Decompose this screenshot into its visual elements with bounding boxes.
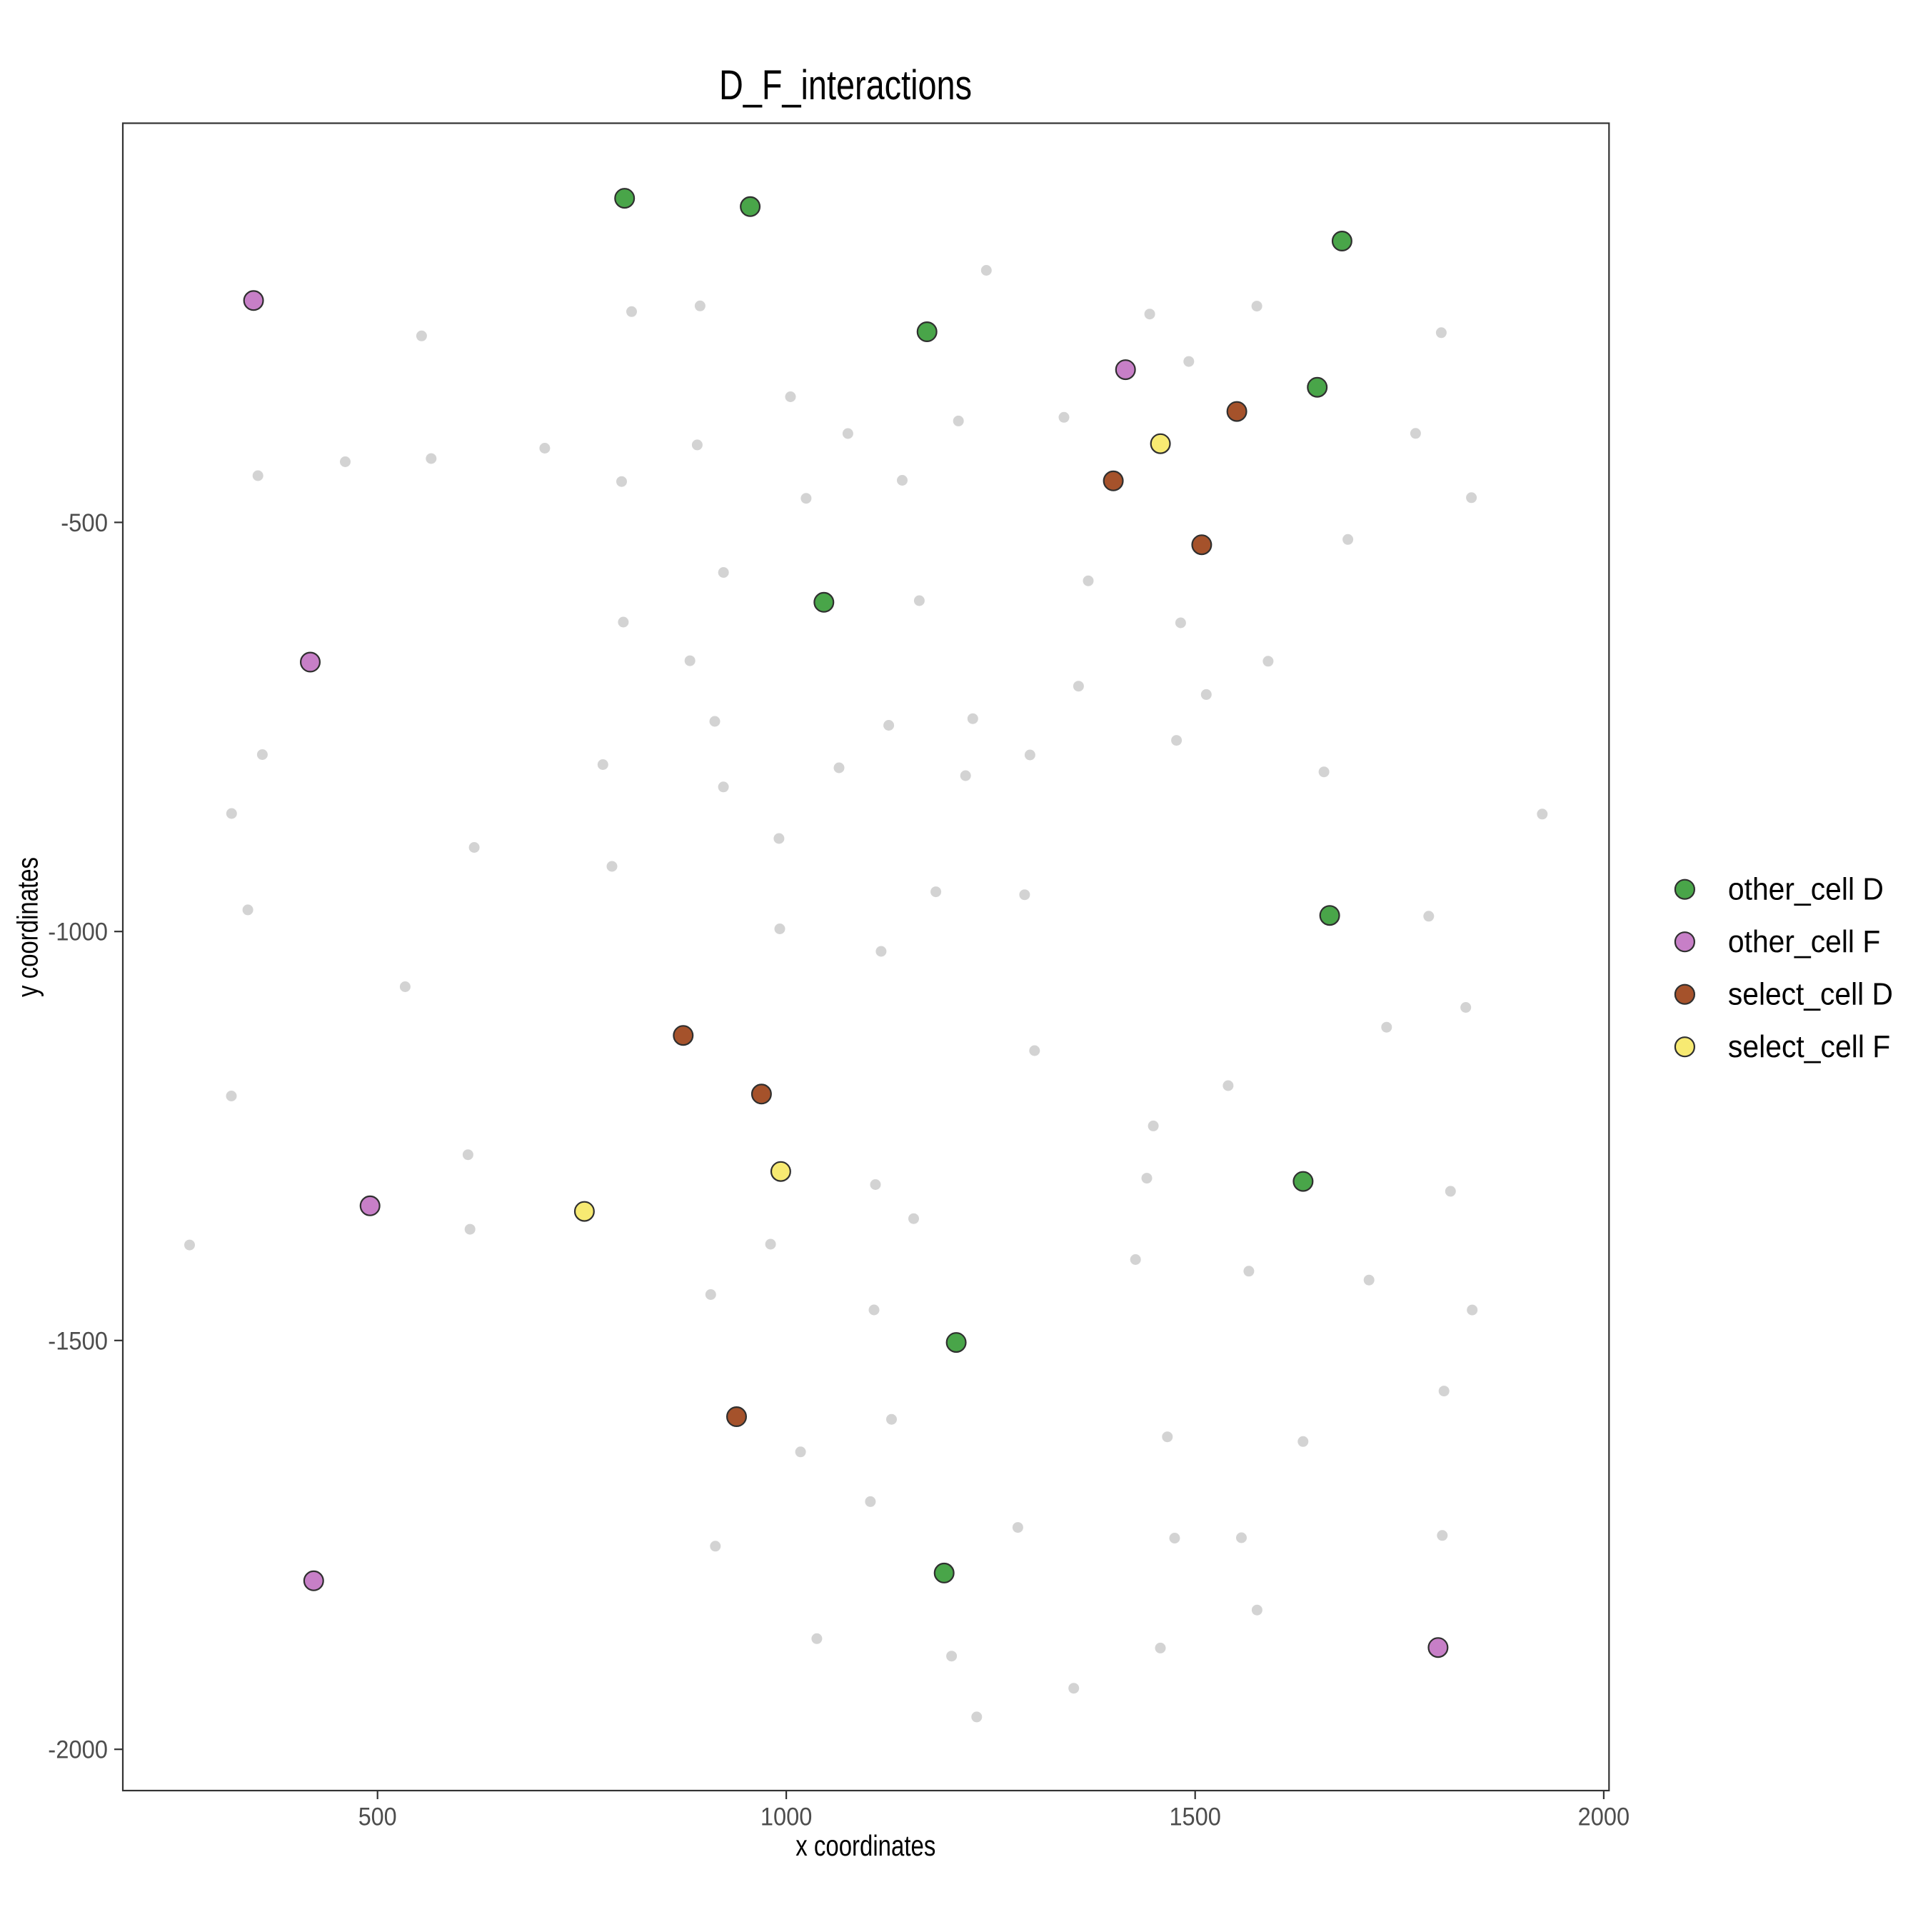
svg-text:-500: -500 <box>61 509 108 537</box>
svg-text:y coordinates: y coordinates <box>11 857 44 997</box>
svg-text:500: 500 <box>358 1803 397 1831</box>
svg-text:1000: 1000 <box>760 1803 813 1831</box>
svg-text:other_cell D: other_cell D <box>1728 872 1884 907</box>
svg-text:select_cell F: select_cell F <box>1728 1029 1890 1064</box>
svg-text:x coordinates: x coordinates <box>795 1829 935 1862</box>
svg-text:-2000: -2000 <box>48 1736 108 1764</box>
svg-text:select_cell D: select_cell D <box>1728 977 1893 1012</box>
svg-text:2000: 2000 <box>1578 1803 1630 1831</box>
svg-text:-1000: -1000 <box>48 919 108 946</box>
svg-text:-1500: -1500 <box>48 1327 108 1355</box>
svg-text:other_cell F: other_cell F <box>1728 924 1880 959</box>
svg-text:D_F_interactions: D_F_interactions <box>719 62 972 109</box>
svg-text:1500: 1500 <box>1169 1803 1221 1831</box>
